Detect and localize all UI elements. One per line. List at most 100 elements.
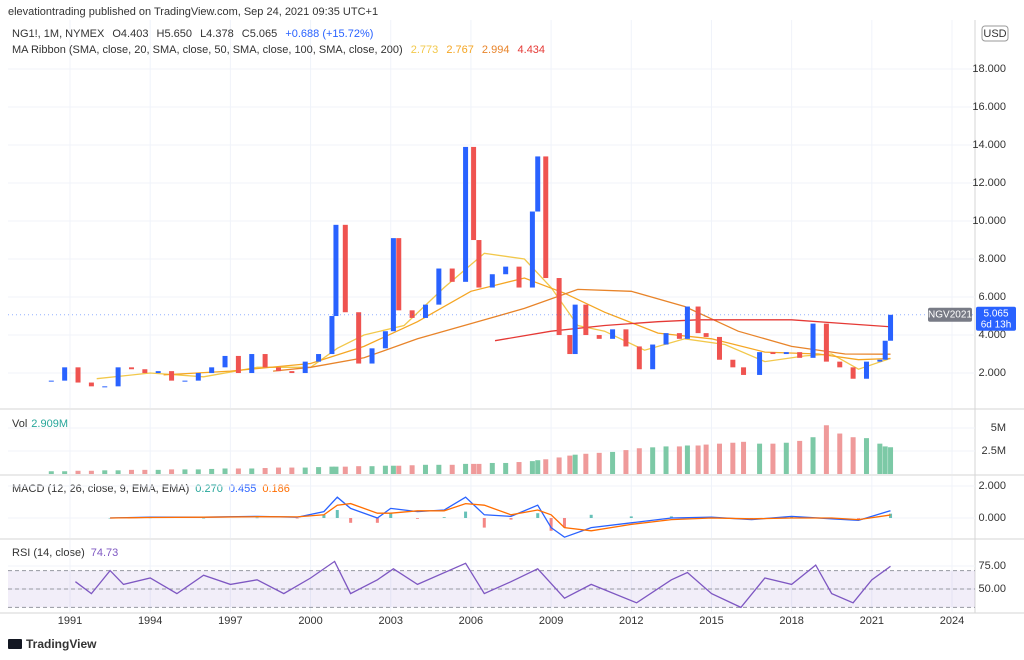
histogram-bar bbox=[589, 514, 593, 518]
volume-bar bbox=[262, 468, 268, 474]
y-tick-label: 4.000 bbox=[978, 329, 1006, 341]
x-tick-label: 1997 bbox=[218, 615, 242, 627]
high: H5.650 bbox=[156, 28, 192, 40]
volume-bar bbox=[390, 465, 396, 474]
volume-bar bbox=[730, 442, 736, 474]
volume-bar bbox=[88, 470, 94, 474]
candle bbox=[567, 335, 573, 355]
histogram-bar bbox=[415, 518, 419, 519]
symbol-tag: NGV2021 bbox=[928, 309, 972, 320]
published: elevationtrading published on TradingVie… bbox=[8, 6, 379, 18]
currency-box[interactable] bbox=[981, 25, 1009, 42]
logo[interactable]: TradingView bbox=[26, 637, 97, 651]
volume-bar bbox=[757, 443, 763, 474]
volume-bar bbox=[684, 445, 690, 474]
y-tick-label: 0.000 bbox=[978, 512, 1006, 524]
x-tick-label: 2003 bbox=[378, 615, 402, 627]
candle bbox=[249, 354, 255, 374]
price-tag: 5.065 bbox=[983, 308, 1008, 319]
candle bbox=[195, 373, 201, 381]
candle bbox=[863, 361, 869, 379]
volume-bar bbox=[102, 470, 108, 474]
ma-title[interactable]: MA Ribbon (SMA, close, 20, SMA, close, 5… bbox=[12, 44, 403, 56]
candle bbox=[382, 331, 388, 349]
candle bbox=[476, 240, 482, 288]
candle bbox=[489, 274, 495, 288]
volume-bar bbox=[650, 447, 656, 474]
y-tick-label: 8.000 bbox=[978, 253, 1006, 265]
histogram-bar bbox=[295, 518, 299, 519]
candle bbox=[449, 268, 455, 282]
candle bbox=[556, 278, 562, 336]
histogram-bar bbox=[482, 518, 486, 528]
candle bbox=[888, 314, 894, 341]
y-tick-label: 2.000 bbox=[978, 480, 1006, 492]
volume-bar bbox=[610, 451, 616, 474]
x-tick-label: 1994 bbox=[138, 615, 162, 627]
volume-bar bbox=[529, 461, 535, 474]
volume-bar bbox=[356, 466, 362, 474]
moving-average bbox=[96, 252, 891, 380]
volume-bar bbox=[422, 464, 428, 474]
candle bbox=[409, 310, 415, 318]
histogram-bar bbox=[856, 518, 860, 519]
candle bbox=[302, 361, 308, 374]
candle bbox=[142, 369, 148, 374]
histogram-bar bbox=[322, 514, 326, 518]
candle bbox=[342, 224, 348, 313]
x-tick-label: 1991 bbox=[58, 615, 82, 627]
x-tick-label: 2024 bbox=[940, 615, 964, 627]
candle bbox=[703, 333, 709, 337]
volume-bar bbox=[863, 438, 869, 474]
volume-bar bbox=[535, 460, 541, 474]
candle bbox=[850, 367, 856, 379]
volume-bar bbox=[741, 441, 747, 474]
candle bbox=[623, 329, 629, 347]
low: L4.378 bbox=[200, 28, 234, 40]
symbol[interactable]: NG1!, 1M, NYMEX bbox=[12, 28, 105, 40]
ma-legend: MA Ribbon (SMA, close, 20, SMA, close, 5… bbox=[12, 44, 550, 56]
candle bbox=[222, 355, 228, 368]
volume-bar bbox=[235, 468, 241, 474]
y-tick-label: 5M bbox=[991, 422, 1006, 434]
currency[interactable]: USD bbox=[983, 28, 1006, 40]
volume-bar bbox=[333, 466, 339, 474]
moving-average bbox=[273, 288, 891, 372]
candle bbox=[650, 344, 656, 370]
candle bbox=[289, 371, 295, 374]
volume-bar bbox=[275, 467, 281, 474]
close: C5.065 bbox=[241, 28, 278, 40]
candle bbox=[535, 156, 541, 212]
countdown: 6d 13h bbox=[981, 319, 1012, 330]
y-tick-label: 6.000 bbox=[978, 291, 1006, 303]
volume-bar bbox=[676, 446, 682, 474]
histogram-bar bbox=[562, 518, 566, 528]
candle bbox=[877, 359, 883, 362]
candle bbox=[155, 371, 161, 374]
volume-bar bbox=[436, 464, 442, 474]
candle bbox=[235, 355, 241, 374]
candle bbox=[572, 304, 578, 355]
candle bbox=[333, 224, 339, 317]
volume-bar bbox=[142, 469, 148, 474]
histogram-bar bbox=[389, 513, 393, 518]
histogram-bar bbox=[375, 518, 379, 523]
volume-bar bbox=[249, 468, 255, 474]
candle bbox=[770, 352, 776, 355]
volume-bar bbox=[115, 470, 121, 474]
volume-bar bbox=[62, 471, 68, 474]
histogram-bar bbox=[108, 518, 112, 519]
y-tick-label: 2.5M bbox=[982, 445, 1006, 457]
candle bbox=[823, 323, 829, 362]
legend-value: 0.186 bbox=[262, 483, 290, 495]
volume-bar bbox=[342, 466, 348, 474]
x-tick-label: 2018 bbox=[779, 615, 803, 627]
volume-bar bbox=[623, 450, 629, 474]
volume-bar bbox=[289, 467, 295, 474]
volume-bar bbox=[572, 454, 578, 474]
volume-bar bbox=[823, 425, 829, 474]
legend-value: 2.909M bbox=[31, 418, 68, 430]
histogram-bar bbox=[349, 518, 353, 523]
